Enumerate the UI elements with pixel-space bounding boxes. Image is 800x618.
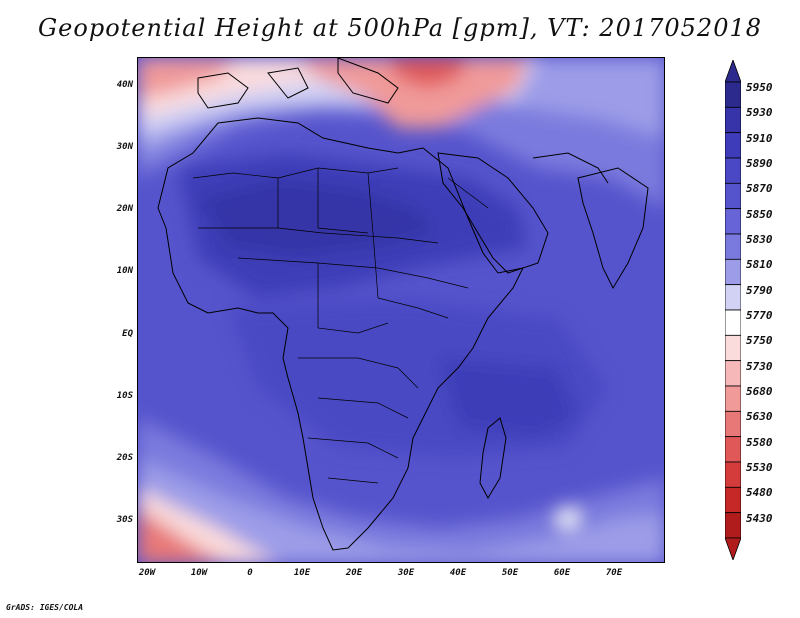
lon-tick-40e: 40E (449, 568, 467, 578)
colorbar-level-label: 5910 (746, 131, 773, 145)
colorbar-swatch (725, 360, 741, 387)
colorbar-level-label: 5810 (746, 258, 773, 272)
colorbar-swatch (725, 208, 741, 235)
colorbar-swatch (725, 233, 741, 260)
colorbar-swatch (725, 284, 741, 311)
colorbar-level-label: 5830 (746, 233, 773, 246)
credit-text: GrADS: IGES/COLA (6, 603, 84, 612)
colorbar-level-label: 5730 (746, 359, 773, 373)
colorbar-swatch (725, 81, 741, 108)
colorbar-swatch (725, 461, 741, 488)
colorbar-level-label: 5770 (746, 309, 773, 322)
colorbar-swatch (725, 385, 741, 412)
colorbar-level-label: 5790 (746, 283, 773, 297)
lon-tick-20w: 20W (138, 568, 156, 578)
lon-tick-50e: 50E (501, 568, 519, 578)
colorbar-swatch (725, 486, 741, 514)
lon-tick-0: 0 (247, 568, 253, 578)
lat-tick-40n: 40N (116, 80, 133, 90)
colorbar-swatch (725, 309, 741, 336)
colorbar-level-label: 5930 (746, 106, 773, 120)
colorbar-level-label: 5750 (746, 334, 773, 348)
country-borders (192, 167, 489, 484)
colorbar-level-label: 5580 (746, 435, 773, 449)
colorbar-swatch (725, 512, 741, 539)
colorbar-swatch (725, 258, 741, 286)
lat-tick-30n: 30N (116, 142, 133, 152)
lon-tick-30e: 30E (397, 568, 415, 578)
colorbar-level-label: 5870 (746, 182, 773, 196)
colorbar-level-label: 5950 (746, 81, 773, 94)
colorbar-swatch (725, 182, 741, 210)
colorbar (725, 60, 741, 560)
colorbar-level-label: 5890 (746, 157, 773, 170)
lon-tick-60e: 60E (553, 568, 571, 578)
colorbar-swatch (725, 157, 741, 184)
colorbar-swatch (725, 334, 741, 362)
lat-tick-30s: 30S (116, 515, 133, 525)
colorbar-swatch (725, 410, 741, 438)
lon-tick-20e: 20E (345, 568, 363, 578)
map-plot-area (137, 57, 665, 563)
colorbar-level-label: 5480 (746, 486, 773, 500)
lat-tick-eq: EQ (122, 329, 133, 339)
lat-tick-10n: 10N (116, 266, 133, 276)
coastlines (157, 58, 649, 551)
lon-tick-10e: 10E (293, 568, 311, 578)
colorbar-swatch (725, 436, 741, 463)
lat-tick-10s: 10S (116, 391, 133, 401)
colorbar-top-arrow (725, 60, 741, 83)
map-title: Geopotential Height at 500hPa [gpm], VT:… (38, 14, 762, 42)
lon-tick-10w: 10W (190, 568, 208, 578)
lat-tick-20s: 20S (116, 453, 133, 463)
colorbar-swatch (725, 132, 741, 159)
colorbar-level-label: 5530 (746, 461, 773, 474)
geopotential-field-map (138, 58, 664, 562)
colorbar-level-label: 5680 (746, 385, 773, 398)
lon-tick-70e: 70E (605, 568, 623, 578)
lat-tick-20n: 20N (116, 204, 133, 214)
colorbar-bottom-arrow (725, 537, 741, 560)
colorbar-level-label: 5430 (746, 511, 773, 525)
colorbar-level-label: 5850 (746, 207, 773, 221)
colorbar-swatch (725, 106, 741, 134)
colorbar-level-label: 5630 (746, 410, 773, 424)
